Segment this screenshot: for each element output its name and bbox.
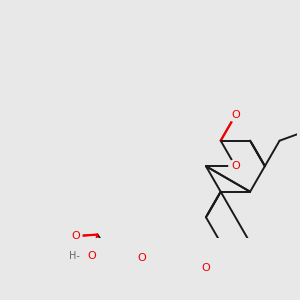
Text: O: O [231, 110, 240, 120]
Text: O: O [87, 251, 96, 261]
Text: O: O [137, 253, 146, 262]
Circle shape [85, 249, 98, 262]
Circle shape [135, 251, 148, 264]
Text: O: O [202, 263, 210, 273]
Circle shape [69, 230, 82, 243]
Circle shape [200, 262, 212, 275]
Circle shape [229, 160, 242, 173]
Text: H-: H- [69, 251, 80, 261]
Text: O: O [231, 161, 240, 171]
Text: O: O [71, 231, 80, 241]
Circle shape [229, 109, 242, 122]
